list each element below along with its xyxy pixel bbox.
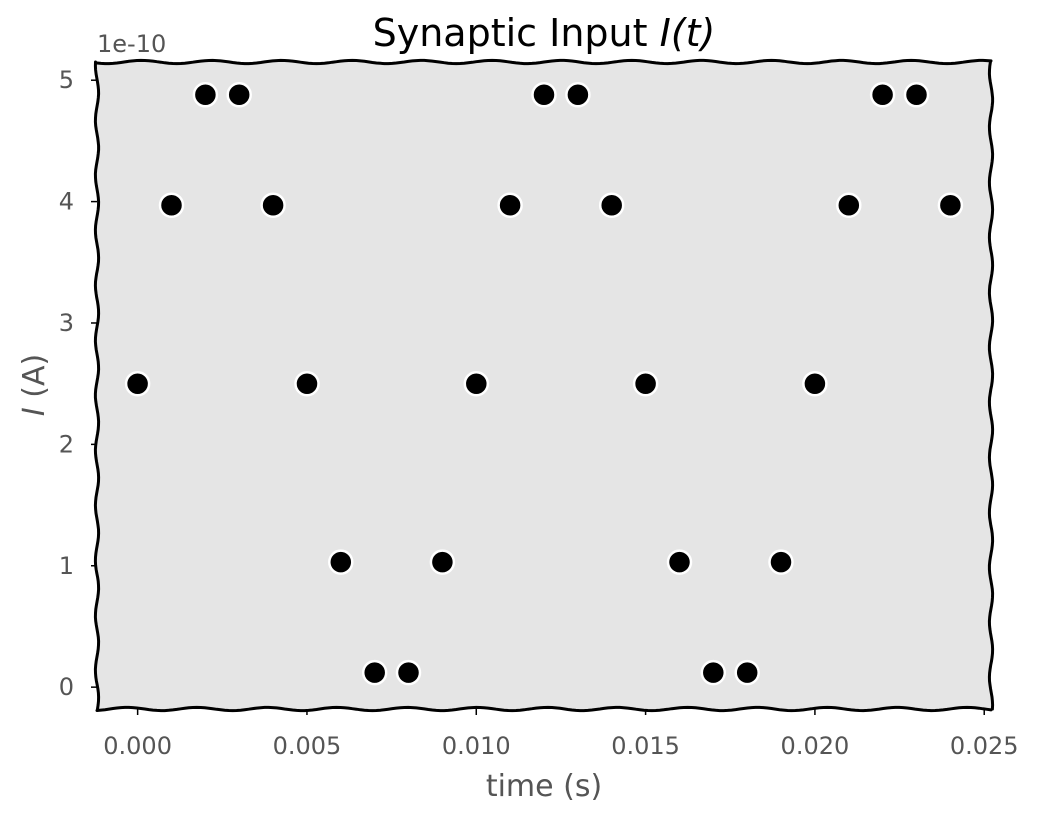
left-spine xyxy=(93,60,101,711)
data-point xyxy=(429,549,456,575)
data-point xyxy=(937,192,964,218)
data-point xyxy=(598,192,625,218)
data-point xyxy=(666,549,693,575)
data-point xyxy=(700,659,727,686)
data-point xyxy=(531,82,557,108)
data-point xyxy=(158,192,185,218)
x-tick-label: 0.025 xyxy=(950,732,1019,760)
x-tick-label: 0.020 xyxy=(781,732,850,760)
data-point xyxy=(294,370,320,397)
axis-ticks: 0.000 0.005 0.010 0.015 0.020 0.025 0 1 2 3 4 5 xyxy=(59,66,1019,760)
right-spine xyxy=(987,60,995,711)
data-point xyxy=(836,192,862,218)
chart-title-argument: (t) xyxy=(671,11,716,55)
data-point xyxy=(328,549,354,575)
x-axis-label: time (s) xyxy=(486,769,602,804)
bottom-spine xyxy=(95,705,993,713)
plot-background xyxy=(97,62,991,709)
data-point xyxy=(124,370,151,397)
y-axis-label: I (A) xyxy=(17,354,52,416)
y-axis-label-unit: (A) xyxy=(17,354,52,407)
data-point xyxy=(869,82,896,108)
y-tick-label: 4 xyxy=(59,188,74,216)
data-point xyxy=(361,659,388,686)
y-tick-label: 1 xyxy=(59,552,74,580)
chart-title-variable: I xyxy=(660,11,671,55)
x-tick-label: 0.010 xyxy=(442,732,511,760)
top-spine xyxy=(95,58,993,66)
data-point xyxy=(497,192,523,218)
data-point xyxy=(463,370,490,397)
data-point xyxy=(734,659,760,686)
chart-title: Synaptic Input I(t) xyxy=(373,11,716,55)
y-axis-label-variable: I xyxy=(17,407,52,416)
data-point xyxy=(395,659,422,686)
data-point xyxy=(565,82,591,108)
data-point xyxy=(903,82,930,108)
y-tick-label: 5 xyxy=(59,66,74,94)
data-point xyxy=(260,192,286,218)
data-point xyxy=(802,370,828,397)
chart-title-prefix: Synaptic Input xyxy=(373,11,660,55)
x-tick-label: 0.005 xyxy=(273,732,342,760)
plot-area xyxy=(93,58,995,713)
x-tick-label: 0.000 xyxy=(103,732,172,760)
data-points xyxy=(124,82,964,686)
y-axis-offset-label: 1e-10 xyxy=(97,30,166,58)
x-tick-label: 0.015 xyxy=(611,732,680,760)
data-point xyxy=(226,82,252,108)
data-point xyxy=(632,370,659,397)
data-point xyxy=(192,82,219,108)
y-tick-label: 0 xyxy=(59,673,74,701)
data-point xyxy=(768,549,794,575)
y-tick-label: 3 xyxy=(59,309,74,337)
y-tick-label: 2 xyxy=(59,430,74,458)
